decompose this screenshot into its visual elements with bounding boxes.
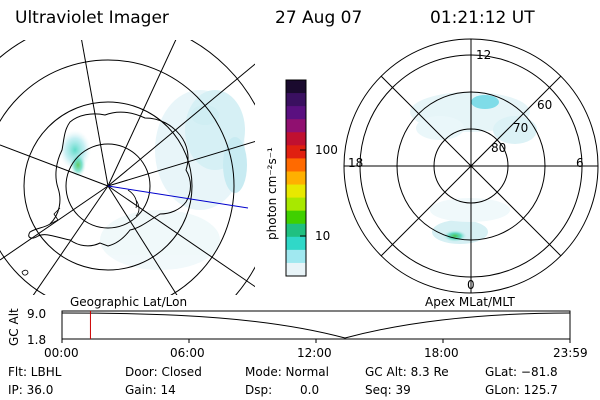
mlt-label-0: 0 — [467, 278, 475, 292]
gain-info: Gain: 14 — [125, 383, 176, 397]
colorbar-swatch — [286, 197, 306, 212]
door-info: Door: Closed — [125, 365, 202, 379]
instrument-title: Ultraviolet Imager — [15, 8, 169, 28]
colorbar-tick-100: 100 — [315, 143, 338, 157]
dsp-label: Dsp: — [245, 383, 273, 397]
time-ticks — [61, 339, 571, 343]
colorbar-swatch — [286, 262, 306, 277]
magnetic-map — [343, 38, 599, 294]
mlat-label-60: 60 — [537, 98, 553, 112]
gc-alt-info: GC Alt: 8.3 Re — [365, 365, 449, 379]
island-outline — [21, 269, 29, 276]
colorbar-swatch — [286, 249, 306, 264]
colorbar-swatch — [286, 158, 306, 172]
filter-info: Flt: LBHL — [8, 365, 62, 379]
timeline-y-bottom: 1.8 — [27, 333, 47, 347]
colorbar-swatch — [286, 223, 306, 238]
glat-info: GLat: −81.8 — [485, 365, 558, 379]
mlt-meridians — [344, 39, 598, 293]
glon-info: GLon: 125.7 — [485, 383, 558, 397]
colorbar-swatch — [286, 236, 306, 251]
time-label: 01:21:12 UT — [430, 8, 535, 28]
mlat-label-70: 70 — [513, 121, 529, 135]
altitude-curve — [61, 312, 571, 339]
timeline-y-top: 9.0 — [27, 307, 47, 321]
colorbar-swatch — [286, 210, 306, 225]
aurora-oval-geographic — [59, 90, 247, 270]
timeline-tick-0000: 00:00 — [44, 346, 79, 360]
magnetic-caption: Apex MLat/MLT — [425, 295, 515, 309]
colorbar-swatch — [286, 119, 306, 133]
meridians-geo — [0, 40, 255, 295]
timeline-tick-0600: 06:00 — [170, 346, 205, 360]
colorbar-swatch — [286, 93, 306, 107]
antarctica-coastline — [28, 111, 191, 247]
colorbar-swatch — [286, 171, 306, 186]
mlt-label-18: 18 — [348, 156, 364, 170]
mlat-label-80: 80 — [491, 141, 507, 155]
geographic-map — [0, 40, 255, 295]
sun-direction-line — [107, 185, 249, 209]
dsp-value: 0.0 — [300, 383, 320, 397]
altitude-timeline — [61, 310, 571, 343]
colorbar-swatch — [286, 80, 306, 94]
coast-detail — [49, 189, 140, 225]
seq-info: Seq: 39 — [365, 383, 411, 397]
date-label: 27 Aug 07 — [275, 8, 363, 28]
color-bar — [285, 79, 307, 277]
geographic-caption: Geographic Lat/Lon — [70, 295, 188, 309]
aurora-oval-magnetic — [410, 92, 537, 244]
latitude-circles-geo — [0, 40, 255, 295]
colorbar-swatch — [286, 184, 306, 199]
mlt-label-6: 6 — [576, 156, 584, 170]
colorbar-swatch — [286, 106, 306, 120]
timeline-tick-1200: 12:00 — [297, 346, 332, 360]
timeline-tick-2359: 23:59 — [553, 346, 588, 360]
colorbar-unit-label: photon cm⁻²s⁻¹ — [265, 147, 279, 240]
mlt-label-12: 12 — [476, 48, 492, 62]
ip-info: IP: 36.0 — [8, 383, 54, 397]
timeline-tick-1800: 18:00 — [424, 346, 459, 360]
mode-info: Mode: Normal — [245, 365, 329, 379]
colorbar-swatch — [286, 145, 306, 159]
timeline-axis-label: GC Alt — [7, 308, 21, 346]
colorbar-tick-10: 10 — [315, 229, 331, 243]
colorbar-swatch — [286, 132, 306, 146]
